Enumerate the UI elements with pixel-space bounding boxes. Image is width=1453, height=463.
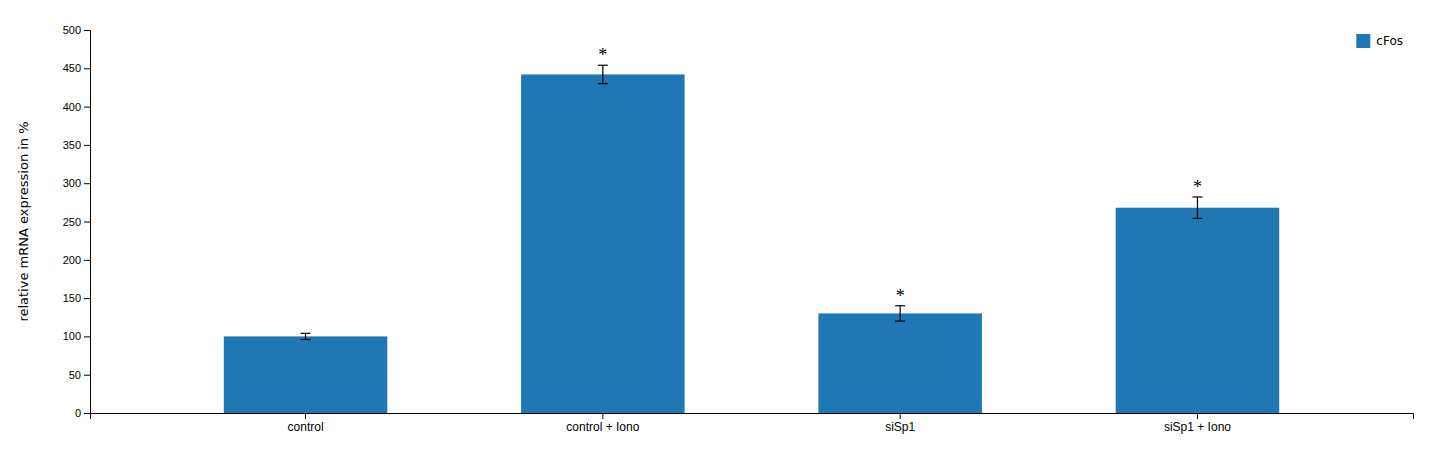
significance-marker: *	[598, 45, 607, 65]
x-tick: siSp1	[885, 413, 915, 434]
bar	[224, 336, 388, 413]
tick-mark	[84, 107, 90, 108]
legend: cFos	[1356, 34, 1403, 48]
error-line	[900, 306, 901, 321]
legend-item: cFos	[1356, 34, 1403, 48]
annotations: * * *	[598, 45, 1202, 306]
tick-label: 300	[63, 177, 81, 189]
tick-label: 450	[63, 62, 81, 74]
y-tick: 200	[63, 254, 90, 266]
y-tick: 0	[75, 407, 90, 419]
error-cap	[895, 320, 905, 321]
error-bar	[301, 333, 311, 339]
y-tick: 250	[63, 216, 90, 228]
plot: 050100150200250300350400450500controlcon…	[63, 24, 1414, 434]
y-axis-title: relative mRNA expression in %	[16, 121, 31, 321]
error-bar	[1192, 197, 1202, 218]
bar	[818, 313, 982, 413]
x-axis: control control + Iono siSp1 siSp1 + Iono	[91, 413, 1414, 434]
tick-mark	[84, 260, 90, 261]
bar	[1116, 208, 1280, 413]
tick-mark	[84, 30, 90, 31]
tick-label: 150	[63, 292, 81, 304]
error-bar	[895, 306, 905, 321]
axis-line	[84, 31, 91, 414]
tick-label: 400	[63, 101, 81, 113]
error-cap	[301, 333, 311, 334]
legend-swatch	[1356, 34, 1370, 48]
x-tick: siSp1 + Iono	[1164, 413, 1231, 434]
tick-label: 500	[63, 24, 81, 36]
x-tick: control	[288, 413, 324, 434]
y-tick: 150	[63, 292, 90, 304]
significance-marker: *	[1193, 177, 1202, 197]
error-bar	[598, 65, 608, 83]
y-tick: 500	[63, 24, 90, 36]
axis-line	[91, 414, 1414, 420]
error-line	[602, 65, 603, 83]
tick-mark	[84, 375, 90, 376]
legend-label: cFos	[1376, 34, 1403, 48]
y-tick: 450	[63, 62, 90, 74]
series	[224, 65, 1279, 413]
tick-label: 0	[75, 407, 81, 419]
tick-label: siSp1 + Iono	[1164, 420, 1231, 434]
tick-mark	[84, 222, 90, 223]
tick-label: control	[288, 420, 324, 434]
tick-label: 250	[63, 216, 81, 228]
tick-mark	[602, 413, 603, 419]
tick-mark	[84, 145, 90, 146]
tick-mark	[84, 298, 90, 299]
tick-mark	[1197, 413, 1198, 419]
tick-mark	[84, 68, 90, 69]
bar	[521, 74, 685, 413]
y-tick: 400	[63, 101, 90, 113]
tick-mark	[305, 413, 306, 419]
y-tick: 350	[63, 139, 90, 151]
significance-marker: *	[896, 286, 905, 306]
tick-mark	[84, 413, 90, 414]
error-cap	[598, 83, 608, 84]
tick-label: siSp1	[885, 420, 915, 434]
error-cap	[301, 339, 311, 340]
y-tick: 300	[63, 177, 90, 189]
tick-mark	[84, 183, 90, 184]
tick-label: 200	[63, 254, 81, 266]
tick-label: 100	[63, 330, 81, 342]
error-line	[1197, 197, 1198, 218]
tick-label: control + Iono	[566, 420, 639, 434]
x-tick: control + Iono	[566, 413, 639, 434]
y-tick: 100	[63, 330, 90, 342]
tick-mark	[900, 413, 901, 419]
marks	[224, 65, 1279, 413]
error-line	[305, 333, 306, 339]
tick-mark	[84, 336, 90, 337]
y-axis: 0 50 100 150 200 250 300 350 400 450 500	[63, 24, 91, 419]
error-cap	[1192, 218, 1202, 219]
y-tick: 50	[69, 369, 90, 381]
tick-label: 50	[69, 369, 81, 381]
chart: 050100150200250300350400450500controlcon…	[0, 0, 1453, 463]
tick-label: 350	[63, 139, 81, 151]
